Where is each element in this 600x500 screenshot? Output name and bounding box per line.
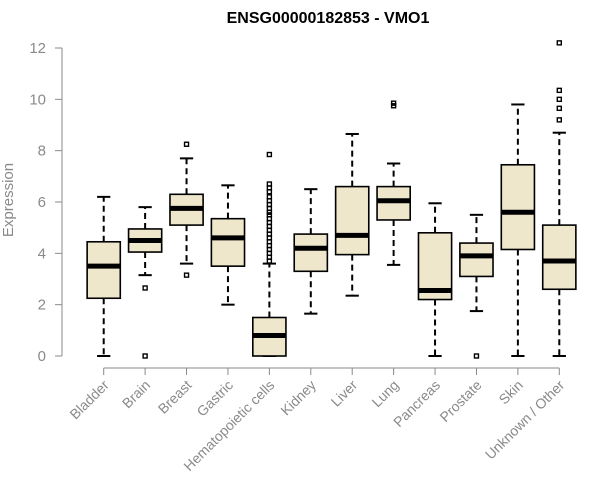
box-group (459, 213, 494, 359)
x-tick-label: Liver (328, 377, 361, 410)
box-group (293, 188, 329, 315)
y-tick-label: 0 (38, 348, 46, 365)
x-tick-label: Brain (119, 377, 153, 411)
box-group (127, 206, 163, 359)
box-group (210, 184, 246, 306)
outlier-point (556, 105, 562, 112)
outlier-point (183, 141, 190, 147)
box-series (86, 40, 577, 359)
x-tick-label: Breast (155, 377, 195, 417)
chart-title: ENSG00000182853 - VMO1 (227, 10, 430, 27)
iqr-box (293, 233, 329, 273)
iqr-box (210, 217, 246, 267)
iqr-box (86, 240, 122, 300)
y-axis: 0 2 4 6 8 10 12 (29, 40, 63, 365)
box-group (334, 132, 370, 297)
y-tick-label: 6 (38, 194, 46, 211)
outlier-point (390, 100, 397, 106)
y-axis-label: Expression (0, 163, 17, 237)
iqr-box (334, 185, 370, 256)
x-tick-label: Lung (368, 377, 401, 410)
outlier-point (266, 189, 273, 195)
outlier-point (556, 96, 562, 103)
box-group (86, 195, 122, 357)
x-tick-label: Prostate (436, 377, 484, 425)
x-tick-label: Kidney (277, 377, 319, 419)
outlier-point (266, 258, 273, 264)
iqr-box (459, 242, 494, 278)
x-tick-label: Skin (495, 377, 526, 408)
outlier-point (142, 353, 148, 359)
x-tick-label: Bladder (66, 377, 112, 423)
outlier-point (266, 151, 273, 158)
box-group (500, 103, 536, 357)
y-tick-label: 8 (38, 143, 46, 160)
box-group (417, 202, 453, 357)
box-group (376, 100, 411, 266)
box-group (541, 40, 577, 357)
iqr-box (541, 224, 577, 291)
outlier-point (183, 272, 190, 278)
iqr-box (500, 163, 536, 251)
y-tick-label: 4 (38, 245, 46, 262)
outlier-point (556, 117, 562, 123)
box-group (169, 141, 204, 278)
x-tick-label: Unknown / Other (482, 377, 568, 463)
outlier-point (473, 353, 480, 359)
y-tick-label: 12 (29, 40, 46, 57)
box-group (252, 151, 287, 357)
y-tick-label: 10 (29, 91, 46, 108)
iqr-box (376, 185, 411, 221)
y-tick-label: 2 (38, 297, 46, 314)
outlier-point (556, 40, 562, 46)
outlier-point (142, 285, 148, 291)
outlier-point (556, 87, 562, 94)
